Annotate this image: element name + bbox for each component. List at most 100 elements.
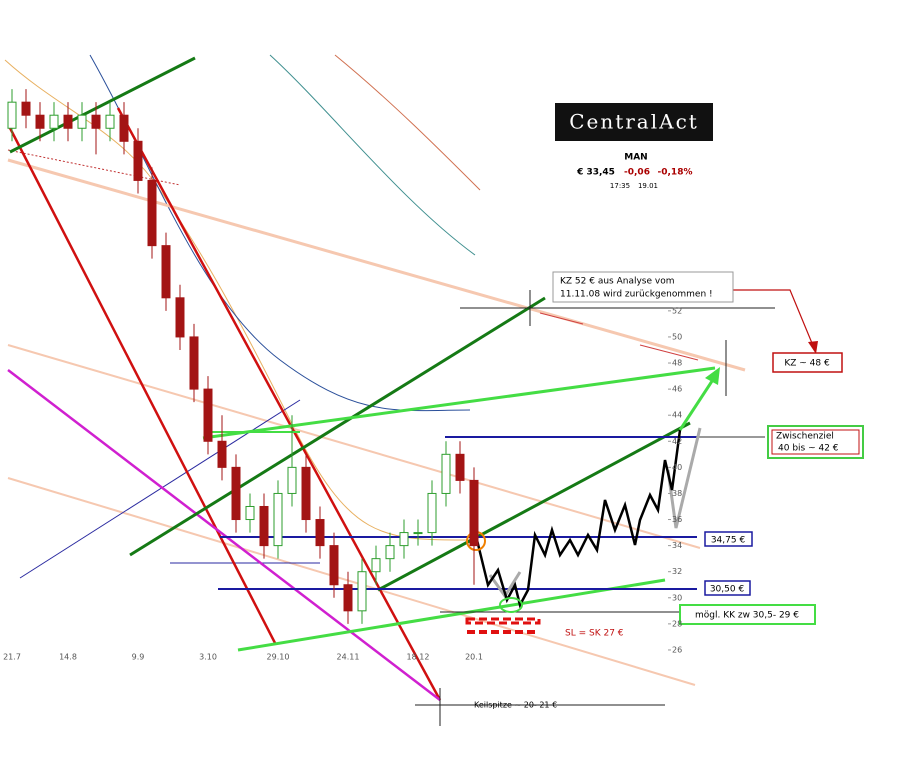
arrow [639, 344, 699, 361]
y-tick-label: 28 [672, 619, 682, 628]
note: Zwischenziel [776, 432, 834, 442]
note-box [552, 271, 734, 303]
candle-body [357, 571, 367, 612]
candle-body [371, 558, 381, 573]
y-tick-label: 30 [672, 593, 682, 602]
candle-body [7, 101, 17, 129]
trend-line [202, 366, 716, 440]
note-box [767, 425, 864, 459]
candle-body [63, 114, 73, 129]
y-tick-label: 46 [672, 385, 682, 394]
y-tick-label: 36 [672, 515, 682, 524]
candle-body [133, 140, 143, 181]
trend-line [116, 107, 442, 701]
x-tick-label: 29.10 [267, 653, 290, 662]
ticker-change-pct: -0,18% [658, 168, 693, 178]
note: 34,75 € [711, 536, 746, 546]
y-tick-label: 52 [672, 306, 682, 315]
candle-body [343, 584, 353, 612]
note: 40 bis ~ 42 € [778, 444, 839, 454]
y-tick-label: 44 [672, 411, 682, 420]
candle-body [49, 114, 59, 129]
highlight [499, 597, 523, 613]
note: SL = SK 27 € [565, 629, 624, 639]
candle-body [469, 479, 479, 547]
drawings [4, 54, 864, 726]
note-box [772, 352, 843, 373]
trend-line [8, 127, 277, 644]
x-tick-label: 18.12 [407, 653, 430, 662]
annotations: CentralAct MAN € 33,45 -0,06 -0,18% 17:3… [474, 110, 839, 710]
candle-body [315, 519, 325, 547]
note: 11.11.08 wird zurückgenommen ! [560, 290, 713, 300]
candle-body [217, 440, 227, 468]
ma-longest [334, 54, 481, 191]
trend-line [7, 344, 701, 549]
arrow [678, 374, 718, 431]
projection [475, 429, 682, 609]
arrowhead [808, 341, 818, 354]
ticker-date: 19.01 [638, 182, 658, 190]
candle-body [413, 532, 423, 535]
note-box [679, 604, 816, 625]
candle-body [105, 114, 115, 129]
x-tick-label: 20.1 [465, 653, 483, 662]
candle-body [385, 545, 395, 560]
note-box [704, 580, 751, 596]
candle-body [161, 245, 171, 299]
candle-body [203, 388, 213, 442]
x-tick-label: 9.9 [132, 653, 145, 662]
x-tick-label: 14.8 [59, 653, 77, 662]
candle-body [301, 466, 311, 521]
candle-body [119, 114, 129, 142]
candle-body [427, 492, 437, 534]
candle-body [189, 336, 199, 390]
arrow [539, 312, 584, 325]
candle-body [455, 453, 465, 481]
candle-body [287, 466, 297, 494]
x-tick-label: 24.11 [337, 653, 360, 662]
trend-line [7, 369, 441, 701]
candle-body [273, 492, 283, 547]
x-tick-label: 3.10 [199, 653, 217, 662]
note: KZ ~ 48 € [784, 359, 830, 369]
trend-line [7, 158, 746, 372]
x-tick-label: 21.7 [3, 653, 21, 662]
plot: 26 28 30 32 34 36 38 40 42 44 46 48 50 52 21.7 14.8 9.9 3… [3, 89, 682, 662]
trend-line [7, 149, 181, 186]
ticker-price: € 33,45 [576, 168, 615, 178]
y-tick-label: 34 [672, 541, 682, 550]
logo: CentralAct [569, 110, 699, 134]
note-box [704, 531, 753, 547]
candle-body [147, 179, 157, 247]
y-tick-label: 50 [672, 332, 682, 341]
trend-line [129, 296, 546, 557]
note-box [771, 429, 860, 455]
candle-body [35, 114, 45, 129]
trend-line [237, 578, 666, 652]
candle-body [175, 297, 185, 338]
trend-line [377, 421, 691, 592]
candle-body [231, 466, 241, 521]
ma-long [269, 54, 476, 256]
candle-body [329, 545, 339, 586]
note: Keilspitze ~ 20- 21 € [474, 701, 557, 710]
candle-body [259, 505, 269, 547]
candle-body [441, 453, 451, 494]
y-tick-label: 26 [672, 645, 682, 654]
candle-body [399, 532, 409, 547]
y-tick-label: 32 [672, 567, 682, 576]
y-tick-label: 40 [672, 463, 682, 472]
ticker-change: -0,06 [624, 168, 650, 178]
note: 30,50 € [710, 585, 745, 595]
note: mögl. KK zw 30,5- 29 € [695, 611, 799, 621]
ticker-name: MAN [624, 153, 647, 163]
y-tick-label: 38 [672, 489, 682, 498]
y-tick-label: 48 [672, 359, 682, 368]
stop-loss-zone [465, 617, 541, 625]
candle-body [77, 114, 87, 129]
logo-box [555, 103, 713, 141]
arrow [733, 289, 815, 349]
